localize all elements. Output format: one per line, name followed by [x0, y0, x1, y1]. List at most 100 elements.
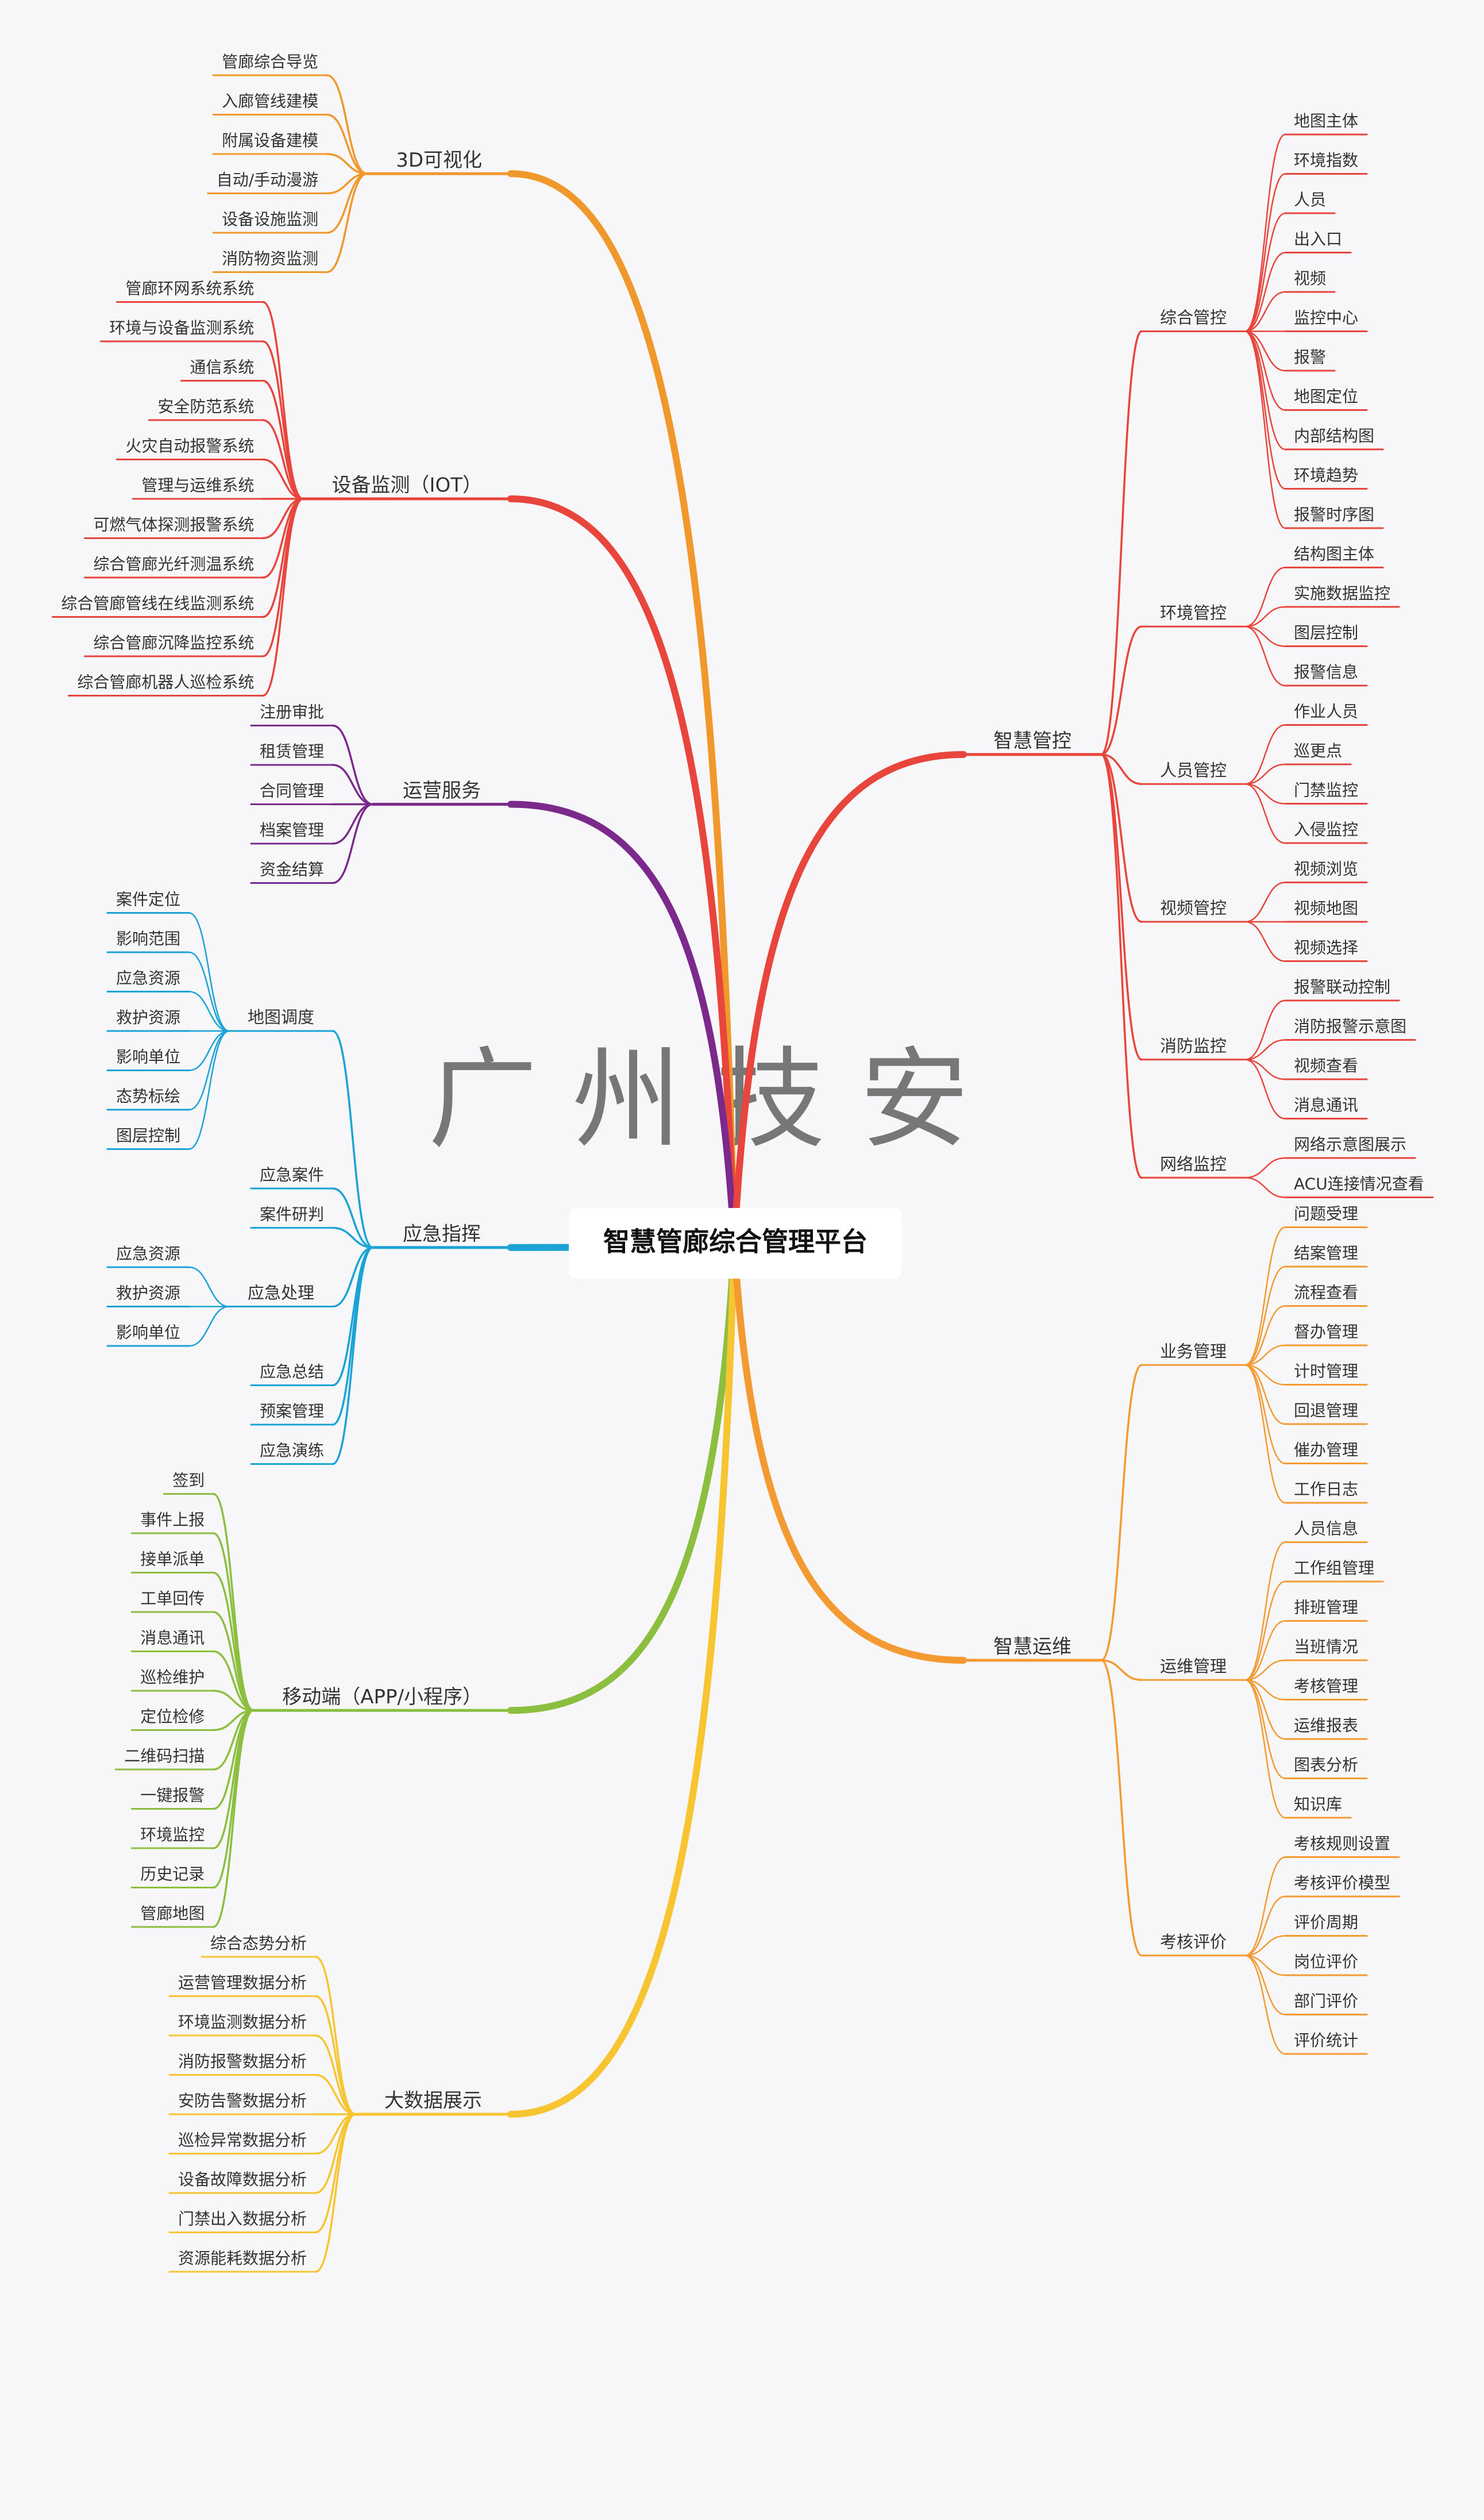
connector — [1244, 1364, 1286, 1504]
connector — [1244, 330, 1286, 451]
connector — [188, 1030, 230, 1111]
connector — [314, 1956, 357, 2115]
connector — [1244, 1580, 1286, 1681]
connector — [1244, 330, 1286, 372]
topic-label: 考核评价 — [1160, 1932, 1227, 1952]
leaf-label: 实施数据监控 — [1294, 584, 1390, 603]
leaf-label: 结构图主体 — [1294, 545, 1374, 564]
connector — [326, 113, 368, 175]
center-title: 智慧管廊综合管理平台 — [603, 1226, 868, 1257]
leaf-label: 人员 — [1294, 190, 1326, 209]
leaf-label: 管理与运维系统 — [141, 476, 254, 495]
connector — [1244, 882, 1286, 923]
connector — [1100, 1659, 1143, 1957]
connector — [1244, 1344, 1286, 1366]
leaf-label: 知识库 — [1294, 1795, 1342, 1814]
topic-label: 人员管控 — [1160, 760, 1227, 780]
leaf-label: 评价周期 — [1294, 1913, 1358, 1932]
main-connector — [507, 170, 738, 1248]
leaf-label: 历史记录 — [140, 1865, 205, 1884]
leaf-label: 巡检维护 — [140, 1668, 205, 1687]
connector — [326, 74, 368, 175]
leaf-label: 附属设备建模 — [222, 131, 318, 150]
connector — [1244, 330, 1286, 529]
connector — [1100, 625, 1143, 756]
leaf-label: 影响单位 — [116, 1323, 180, 1342]
connector — [188, 1030, 230, 1071]
connector — [326, 153, 368, 175]
leaf-label: 资源能耗数据分析 — [178, 2249, 307, 2268]
leaf-label: 应急演练 — [260, 1441, 324, 1460]
leaf-label: 应急资源 — [116, 969, 180, 988]
leaf-label: 环境趋势 — [1294, 466, 1358, 485]
leaf-label: 督办管理 — [1294, 1322, 1358, 1341]
connector — [1244, 1039, 1286, 1060]
connector — [1100, 1659, 1143, 1681]
connector — [261, 340, 304, 500]
connector — [188, 951, 230, 1032]
connector — [1244, 626, 1286, 647]
connector — [1244, 1856, 1286, 1956]
connector — [1244, 1059, 1286, 1080]
leaf-label: 资金结算 — [260, 860, 324, 879]
topic-label: 业务管理 — [1160, 1341, 1227, 1361]
connector — [1244, 330, 1286, 411]
topic-label: 地图调度 — [248, 1007, 314, 1027]
connector — [1244, 1895, 1286, 1956]
main-connector — [731, 751, 967, 1248]
leaf-label: 工作日志 — [1294, 1480, 1358, 1499]
leaf-label: 视频选择 — [1294, 938, 1358, 957]
connector — [188, 1306, 230, 1347]
leaf-label: 网络示意图展示 — [1294, 1135, 1406, 1154]
connector — [1244, 1679, 1286, 1819]
connector — [1100, 753, 1143, 1061]
connector — [1244, 1305, 1286, 1366]
leaf-label: 报警 — [1294, 348, 1326, 367]
main-connector — [507, 801, 738, 1248]
leaf-label: 管廊环网系统系统 — [125, 279, 254, 298]
connector — [1100, 753, 1143, 785]
leaf-label: 岗位评价 — [1294, 1952, 1358, 1971]
leaf-label: 问题受理 — [1294, 1205, 1358, 1224]
topic-label: 环境管控 — [1160, 603, 1227, 622]
leaf-label: 排班管理 — [1294, 1598, 1358, 1617]
leaf-label: 考核评价模型 — [1294, 1873, 1390, 1892]
connector — [212, 1571, 255, 1711]
leaf-label: 视频 — [1294, 269, 1326, 288]
leaf-label: 报警联动控制 — [1294, 978, 1390, 997]
connector — [1244, 783, 1286, 844]
leaf-label: 预案管理 — [260, 1402, 324, 1421]
leaf-label: 影响单位 — [116, 1048, 180, 1067]
connector — [314, 2113, 357, 2194]
branch-label: 移动端（APP/小程序） — [282, 1686, 482, 1709]
leaf-label: 评价统计 — [1294, 2031, 1358, 2050]
connector — [332, 1246, 374, 1465]
connector — [212, 1690, 255, 1711]
connector — [1244, 724, 1286, 785]
leaf-label: 消息通讯 — [140, 1629, 205, 1648]
branch-label: 应急指挥 — [403, 1222, 481, 1245]
leaf-label: 巡更点 — [1294, 741, 1342, 760]
connector — [1244, 1364, 1286, 1425]
leaf-label: 环境与设备监测系统 — [109, 318, 254, 337]
leaf-label: 入廊管线建模 — [222, 92, 318, 111]
leaf-label: 消防报警示意图 — [1294, 1017, 1406, 1036]
leaf-label: 应急案件 — [260, 1165, 324, 1184]
leaf-label: 设备设施监测 — [222, 210, 318, 229]
topic-label: 消防监控 — [1160, 1036, 1227, 1056]
connector — [1244, 1955, 1286, 2015]
connector — [1244, 291, 1286, 332]
main-connector — [507, 495, 738, 1248]
leaf-label: 一键报警 — [140, 1786, 205, 1805]
main-connector — [731, 1241, 967, 1664]
connector — [261, 458, 304, 500]
leaf-label: 监控中心 — [1294, 309, 1358, 328]
connector — [1244, 1226, 1286, 1366]
leaf-label: 影响范围 — [116, 929, 180, 948]
connector — [1244, 1177, 1286, 1198]
connector — [314, 1995, 357, 2115]
leaf-label: 工作组管理 — [1294, 1559, 1374, 1578]
leaf-label: 综合管廊机器人巡检系统 — [77, 673, 254, 692]
branch-label: 设备监测（IOT） — [332, 474, 482, 497]
